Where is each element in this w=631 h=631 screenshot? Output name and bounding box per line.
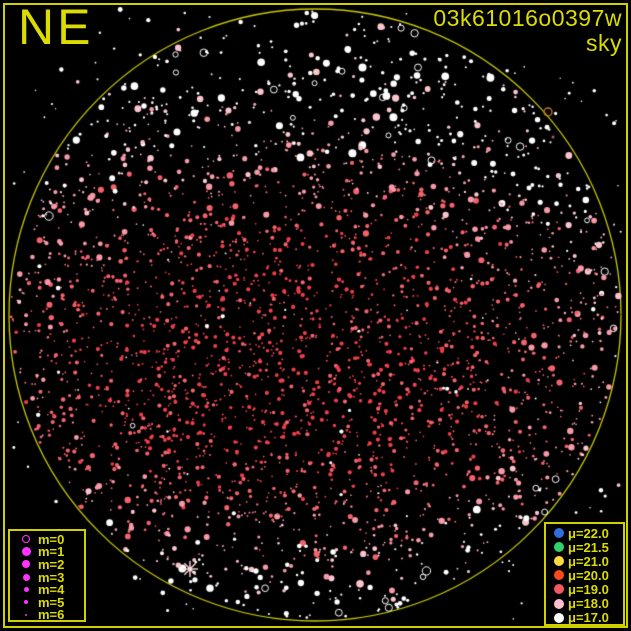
filled-circle-marker-icon [14,587,38,593]
color-swatch-circle-icon [549,584,568,595]
surface-brightness-color-legend: μ=22.0 μ=21.5 μ=21.0 μ=20.0 μ=19.0 μ=18.0 μ=17… [544,522,625,626]
filled-circle-marker-icon [14,560,38,569]
legend-row: m=1 [14,544,84,560]
color-swatch-circle-icon [549,570,568,581]
legend-label: μ=19.0 [568,581,609,597]
legend-row: m=6 [14,607,84,623]
color-swatch-circle-icon [549,598,568,609]
legend-row: μ=21.0 [549,554,623,568]
legend-row: m=5 [14,596,84,609]
legend-label: m=5 [38,594,65,610]
legend-row: m=4 [14,583,84,596]
filled-circle-marker-icon [14,600,38,605]
legend-row: m=2 [14,558,84,571]
legend-label: μ=21.5 [568,539,609,555]
color-swatch-circle-icon [549,528,568,539]
legend-row: μ=17.0 [549,611,623,625]
filled-circle-marker-icon [14,547,38,557]
exposure-title: 03k61016o0397w [433,5,622,31]
legend-label: m=3 [38,569,65,585]
legend-label: m=6 [38,607,65,623]
legend-row: m=3 [14,571,84,584]
legend-row: μ=22.0 [549,526,623,540]
filled-circle-marker-icon [14,573,38,581]
legend-row: μ=21.5 [549,540,623,554]
legend-label: m=0 [38,531,65,547]
open-circle-marker-icon [14,535,38,544]
color-swatch-circle-icon [549,612,568,623]
legend-label: μ=21.0 [568,553,609,569]
legend-row: m=0 [14,533,84,546]
legend-row: μ=18.0 [549,596,623,610]
legend-label: m=4 [38,582,65,598]
legend-label: m=2 [38,556,65,572]
plot-type-label: sky [586,29,622,56]
legend-label: m=1 [38,544,65,560]
legend-label: μ=18.0 [568,596,609,612]
legend-row: μ=19.0 [549,582,623,596]
orientation-label: NE [18,0,94,55]
legend-label: μ=17.0 [568,610,609,626]
magnitude-size-legend: m=0 m=1 m=2 m=3 m=4 m=5 m=6 [8,529,86,622]
filled-circle-marker-icon [14,613,38,617]
legend-label: μ=22.0 [568,525,609,541]
color-swatch-circle-icon [549,542,568,553]
legend-label: μ=20.0 [568,567,609,583]
title-block: 03k61016o0397w sky [433,6,622,56]
color-swatch-circle-icon [549,556,568,567]
legend-row: μ=20.0 [549,568,623,582]
